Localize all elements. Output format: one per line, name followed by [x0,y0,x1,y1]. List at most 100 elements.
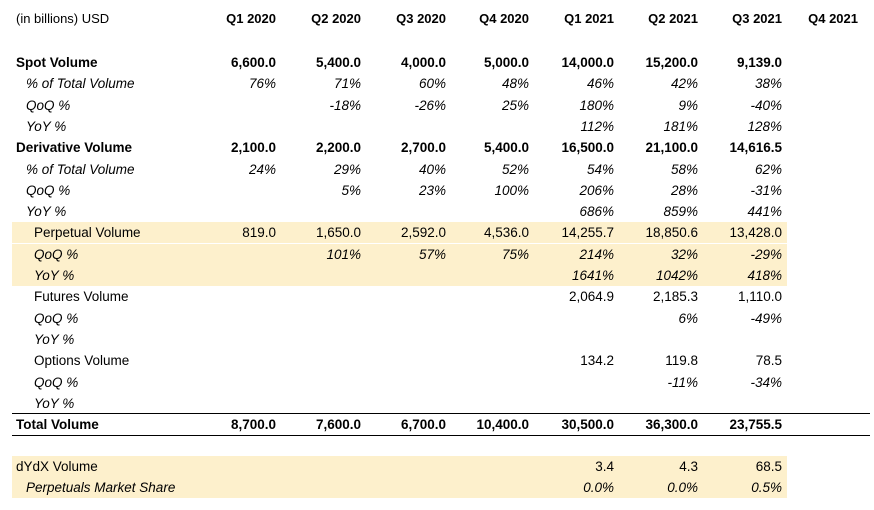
cell-value: 62% [754,161,782,177]
cell-value: -11% [667,374,698,390]
cell-value: 101% [326,246,361,262]
total-top-rule [12,413,870,414]
cell-value: 10,400.0 [476,417,529,433]
cell-value: 3.4 [595,459,614,474]
cell-value: 1,650.0 [315,225,361,241]
table-row: % of Total Volume 76% 71% 60% 48% 46% 42% 38% [0,73,874,94]
cell-value: 134.2 [580,353,614,369]
cell-value: 71% [333,76,361,92]
cell-value: -18% [329,97,361,113]
total-bottom-rule [12,435,870,436]
table-row: Perpetual Volume 819.0 1,650.0 2,592.0 4,536… [0,222,874,244]
cell-value: 2,592.0 [400,225,446,241]
table-row: Perpetuals Market Share 0.0% 0.0% 0.5% [0,477,874,499]
cell-value: 9% [678,97,698,113]
row-label: YoY % [34,395,75,411]
cell-value: 119.8 [665,353,698,369]
cell-value: 7,600.0 [315,417,361,433]
column-header: Q2 2020 [311,11,361,26]
cell-value: -31% [750,182,782,198]
table-row: YoY % 1641% 1042% 418% [0,265,874,286]
row-label: QoQ % [34,374,79,390]
row-label: Spot Volume [16,55,98,70]
cell-value: 18,850.6 [645,225,698,241]
table-row: QoQ % 6% -49% [0,308,874,329]
row-label: dYdX Volume [16,459,98,474]
cell-value: 5% [341,182,361,198]
cell-value: 21,100.0 [645,140,698,156]
cell-value: 23,755.5 [729,417,782,433]
row-label: Futures Volume [34,289,129,305]
cell-value: 0.0% [667,480,698,496]
table-row: YoY % [0,329,874,350]
column-header: Q4 2020 [479,11,529,26]
row-label: QoQ % [26,182,71,198]
cell-value: 2,100.0 [230,140,276,156]
cell-value: 28% [670,182,698,198]
row-label: Total Volume [16,417,99,433]
row-label: QoQ % [34,246,79,262]
cell-value: 4.3 [679,459,698,474]
cell-value: 46% [586,76,614,92]
cell-value: 2,200.0 [315,140,361,156]
cell-value: 15,200.0 [645,55,698,70]
column-header: Q1 2020 [226,11,276,26]
cell-value: 418% [747,268,782,283]
cell-value: 52% [501,161,529,177]
column-header: Q2 2021 [648,11,698,26]
cell-value: 128% [747,118,782,134]
row-highlight [12,265,787,286]
cell-value: 38% [754,76,782,92]
table-row: YoY % 686% 859% 441% [0,201,874,222]
row-label: YoY % [34,268,75,283]
cell-value: 48% [501,76,529,92]
cell-value: 819.0 [242,225,276,241]
header-row: (in billions) USD Q1 2020 Q2 2020 Q3 2020 Q4… [0,8,874,29]
table-row: Futures Volume 2,064.9 2,185.3 1,110.0 [0,286,874,307]
cell-value: 112% [580,118,614,134]
table-row: Derivative Volume 2,100.0 2,200.0 2,700.0 5,… [0,137,874,158]
cell-value: 2,700.0 [400,140,446,156]
table-row: QoQ % -18% -26% 25% 180% 9% -40% [0,95,874,116]
cell-value: 1042% [655,268,698,283]
cell-value: 16,500.0 [561,140,614,156]
cell-value: 14,255.7 [561,225,614,241]
cell-value: 23% [418,182,446,198]
cell-value: 5,400.0 [483,140,529,156]
cell-value: 29% [333,161,361,177]
cell-value: 42% [670,76,698,92]
cell-value: -49% [750,310,782,326]
cell-value: 2,185.3 [652,289,698,305]
row-label: Options Volume [34,353,130,369]
units-label: (in billions) USD [16,11,110,26]
cell-value: 24% [248,161,276,177]
cell-value: 181% [663,118,698,134]
row-label: Perpetual Volume [34,225,141,241]
cell-value: 76% [248,76,276,92]
row-label: Perpetuals Market Share [26,480,176,496]
table-row: % of Total Volume 24% 29% 40% 52% 54% 58% 62% [0,159,874,180]
cell-value: 13,428.0 [729,225,782,241]
cell-value: 441% [747,204,782,220]
cell-value: 58% [670,161,698,177]
cell-value: 686% [579,204,614,220]
cell-value: 100% [494,182,529,198]
cell-value: 40% [418,161,446,177]
cell-value: -40% [750,97,782,113]
cell-value: 9,139.0 [736,55,782,70]
cell-value: 57% [418,246,446,262]
row-highlight [12,243,787,265]
row-label: YoY % [34,331,75,347]
cell-value: 1,110.0 [737,289,782,305]
row-label: YoY % [26,204,67,220]
cell-value: -29% [750,246,782,262]
table-row: QoQ % 5% 23% 100% 206% 28% -31% [0,180,874,201]
table-row: QoQ % -11% -34% [0,372,874,393]
cell-value: 8,700.0 [230,417,276,433]
table-row: Options Volume 134.2 119.8 78.5 [0,350,874,371]
cell-value: -34% [750,374,782,390]
cell-value: 78.5 [755,353,782,369]
cell-value: 32% [670,246,698,262]
cell-value: 6,700.0 [400,417,446,433]
